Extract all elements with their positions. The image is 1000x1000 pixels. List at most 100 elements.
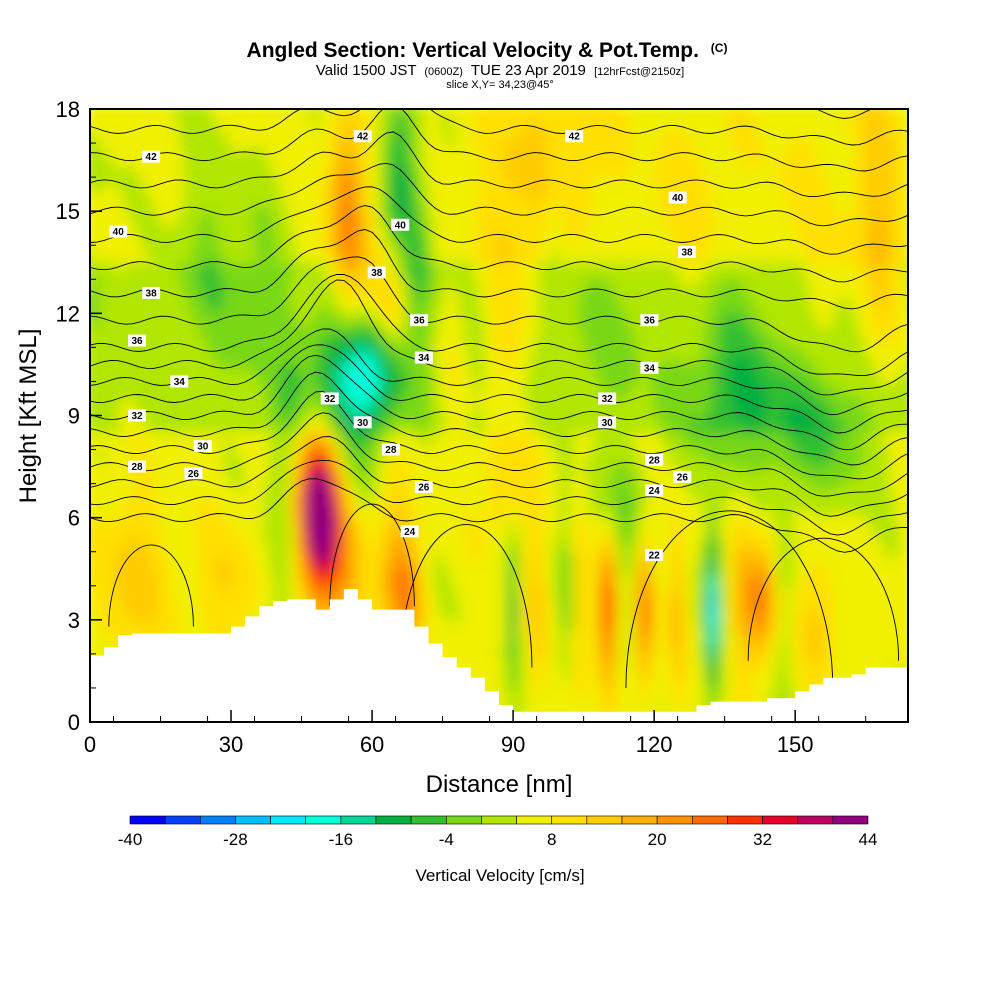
x-axis-title: Distance [nm]	[426, 771, 573, 798]
y-axis-title: Height [Kft MSL]	[15, 329, 42, 504]
subtitle-date: TUE 23 Apr 2019	[471, 62, 586, 79]
isentrope-line	[90, 478, 908, 553]
colorbar-swatch	[270, 815, 307, 825]
contour-label: 26	[188, 469, 200, 480]
contour-label-bg	[673, 470, 692, 483]
isentrope-line	[90, 390, 908, 480]
plot-area: 22 24 24 26 26 26 28 28 28 30 30 30 32 32 32 34 34 34 36 36…	[90, 109, 908, 722]
isentrope-line	[90, 109, 908, 146]
contour-label-bg	[565, 130, 584, 143]
contour-label: 32	[131, 411, 143, 422]
contour-label: 24	[404, 527, 416, 538]
colorbar-swatch	[727, 815, 763, 825]
contour-label-bg	[640, 361, 659, 374]
contour-label-bg	[193, 440, 212, 453]
y-tick-label: 6	[68, 506, 80, 531]
isentrope-line	[90, 328, 908, 416]
contour-label-bg	[645, 453, 664, 466]
colorbar-swatch	[656, 815, 693, 825]
contour-label: 40	[672, 193, 684, 204]
y-tick-label: 3	[68, 608, 80, 633]
isentrope-line	[90, 412, 908, 497]
contour-label-bg	[391, 218, 410, 231]
contour-label-bg	[598, 392, 617, 405]
y-tick-label: 18	[56, 97, 80, 122]
contour-label: 28	[385, 445, 397, 456]
contour-label: 36	[414, 316, 426, 327]
contour-label: 38	[681, 248, 693, 259]
colorbar-tick-label: 44	[859, 830, 878, 849]
y-tick-label: 15	[56, 199, 80, 224]
contour-label: 40	[113, 227, 125, 238]
contour-label-bg	[353, 416, 372, 429]
isentrope-line	[90, 205, 908, 283]
colorbar-tick-label: -4	[439, 830, 454, 849]
chart-title-main: Angled Section: Vertical Velocity & Pot.…	[247, 39, 699, 62]
contour-label-bg	[128, 460, 147, 473]
colorbar-swatch	[375, 815, 412, 825]
contour-label-bg	[668, 191, 687, 204]
contour-label: 22	[649, 551, 661, 562]
x-tick-label: 30	[219, 732, 243, 757]
colorbar-swatch	[481, 815, 517, 825]
chart-title-suffix: (C)	[711, 41, 728, 55]
contour-label: 32	[602, 394, 614, 405]
y-tick-label: 12	[56, 301, 80, 326]
subtitle-valid: Valid 1500 JST	[316, 62, 416, 79]
colorbar-swatch	[305, 815, 342, 825]
isentrope-line	[90, 229, 908, 310]
contour-label-bg	[414, 481, 433, 494]
contour-label: 36	[131, 336, 143, 347]
subtitle-zulu: (0600Z)	[424, 66, 463, 78]
contour-label: 38	[146, 288, 158, 299]
contour-label-bg	[184, 467, 203, 480]
x-tick-label: 90	[501, 732, 525, 757]
contour-label: 42	[569, 132, 581, 143]
isentrope-line	[90, 436, 908, 517]
isentrope-line	[747, 537, 900, 661]
colorbar-tick-label: -40	[118, 830, 143, 849]
chart-subtitle: Valid 1500 JST (0600Z) TUE 23 Apr 2019 […	[316, 62, 684, 79]
contour-label-bg	[414, 351, 433, 364]
contour-label: 26	[418, 483, 430, 494]
chart-title: Angled Section: Vertical Velocity & Pot.…	[247, 39, 728, 62]
isentrope-line	[399, 524, 533, 668]
isentrope-line	[90, 109, 908, 172]
contour-label-bg	[128, 409, 147, 422]
isentrope-line	[108, 544, 194, 627]
slice-info: slice X,Y= 34,23@45°	[446, 79, 554, 91]
contour-label-bg	[640, 314, 659, 327]
contour-label-bg	[142, 286, 161, 299]
contour-label-bg	[170, 375, 189, 388]
contour-label: 32	[324, 394, 336, 405]
contour-label: 34	[174, 377, 186, 388]
contour-label: 38	[371, 268, 383, 279]
contour-label-bg	[678, 246, 697, 259]
contour-label: 42	[146, 152, 158, 163]
contour-label: 30	[602, 418, 614, 429]
contour-label-bg	[109, 225, 128, 238]
isentrope-line	[90, 256, 908, 353]
colorbar-swatch	[410, 815, 447, 825]
isentrope-line	[90, 459, 908, 536]
isentrope-line	[90, 186, 908, 255]
colorbar-swatch	[586, 815, 623, 825]
contour-label: 28	[131, 462, 143, 473]
colorbar-tick-label: -16	[329, 830, 354, 849]
y-tick-label: 0	[68, 710, 80, 735]
contour-label: 30	[357, 418, 369, 429]
contour-label: 36	[644, 316, 656, 327]
x-tick-label: 150	[777, 732, 814, 757]
colorbar-swatch	[235, 815, 271, 825]
contour-label-bg	[645, 484, 664, 497]
isentrope-line	[90, 131, 908, 198]
colorbar-swatch	[551, 815, 588, 825]
contour-label: 24	[649, 486, 661, 497]
colorbar-swatch	[691, 815, 728, 825]
isentrope-line	[625, 510, 834, 688]
x-tick-label: 120	[636, 732, 673, 757]
contour-label-bg	[645, 549, 664, 562]
contour-label-bg	[400, 525, 419, 538]
contour-label: 40	[395, 220, 407, 231]
terrain-mask	[90, 589, 908, 722]
